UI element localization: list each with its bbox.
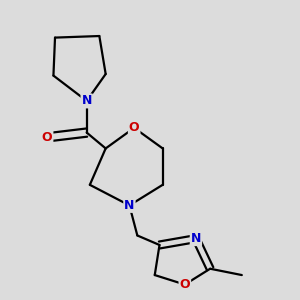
Text: N: N [124,199,135,212]
Text: O: O [42,131,52,144]
Text: N: N [82,94,92,107]
Text: O: O [129,121,140,134]
Text: N: N [191,232,201,245]
Text: O: O [179,278,190,291]
